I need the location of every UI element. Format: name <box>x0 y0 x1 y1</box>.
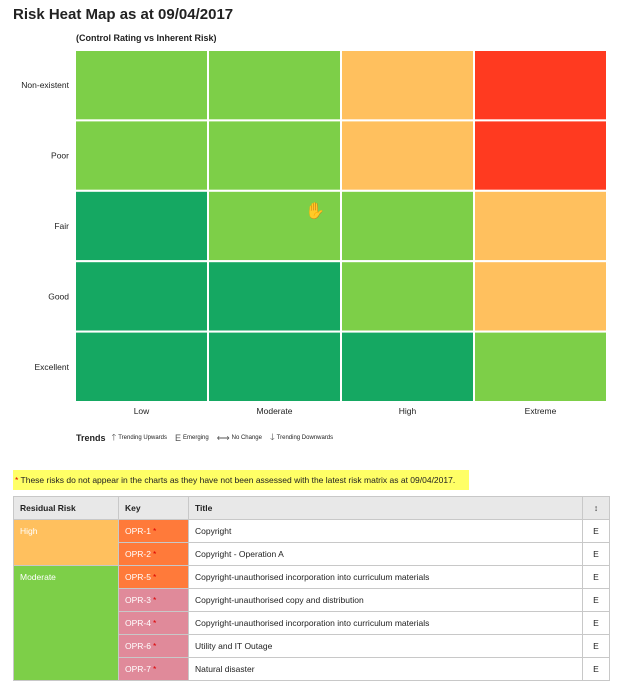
y-tick-label: Excellent <box>35 362 70 372</box>
heatmap-cell[interactable] <box>74 330 209 404</box>
residual-risk-cell: Moderate <box>13 565 119 681</box>
risk-title-cell: Copyright-unauthorised incorporation int… <box>188 611 583 635</box>
risk-key-label[interactable]: OPR-1 <box>125 526 151 536</box>
trends-legend: Trends 🡑 Trending Upwards E Emerging ⟷ N… <box>76 430 341 446</box>
risk-title-cell: Copyright-unauthorised incorporation int… <box>188 565 583 589</box>
heatmap-chart: Non-existent Poor Fair Good Excellent Low Mode… <box>21 49 608 416</box>
trend-item-emerging: E Emerging <box>175 433 209 443</box>
table-row[interactable]: High OPR-1 * Copyright E <box>13 519 610 566</box>
heatmap-cell[interactable] <box>473 119 608 192</box>
table-row[interactable]: OPR-3 * Copyright-unauthorised copy and di… <box>14 588 610 612</box>
risk-key-link[interactable]: OPR-5 * <box>118 565 189 589</box>
arrow-down-icon: 🡓 <box>269 432 275 442</box>
risk-title-cell: Copyright-unauthorised copy and distribu… <box>188 588 583 612</box>
chart-subtitle: (Control Rating vs Inherent Risk) <box>76 33 217 43</box>
x-tick-label: Extreme <box>525 406 557 416</box>
risk-key-label[interactable]: OPR-3 <box>125 595 151 605</box>
heatmap-cell[interactable] <box>473 49 608 122</box>
trend-item-downwards: 🡓 Trending Downwards <box>270 430 333 446</box>
y-tick-label: Poor <box>51 151 69 161</box>
risk-key-label[interactable]: OPR-4 <box>125 618 151 628</box>
table-header-row: Residual Risk Key Title ↕ <box>13 496 610 520</box>
trend-item-no-change: ⟷ No Change <box>217 433 262 444</box>
trend-label: Trending Downwards <box>276 435 334 441</box>
heatmap-cell[interactable] <box>207 330 342 404</box>
risk-trend-cell: E <box>582 588 610 612</box>
arrow-up-icon: 🡑 <box>111 432 117 442</box>
heatmap-cell[interactable] <box>340 330 475 404</box>
risk-trend-cell: E <box>582 634 610 658</box>
unassessed-asterisk: * <box>152 641 157 651</box>
risk-title-cell: Copyright - Operation A <box>188 542 583 566</box>
risk-key-link[interactable]: OPR-1 * <box>118 519 189 543</box>
unassessed-asterisk: * <box>152 664 157 674</box>
heatmap-cell[interactable] <box>340 260 475 333</box>
hand-cursor-icon: ✋ <box>305 203 325 220</box>
header-residual-risk[interactable]: Residual Risk <box>13 496 119 520</box>
risk-key-link[interactable]: OPR-6 * <box>118 634 189 658</box>
header-key[interactable]: Key <box>118 496 189 520</box>
heatmap-cell[interactable] <box>207 49 342 122</box>
heatmap-cell[interactable] <box>74 49 209 122</box>
risk-trend-cell: E <box>582 565 610 589</box>
y-tick-label: Good <box>48 291 69 301</box>
x-tick-label: Moderate <box>257 406 293 416</box>
notice-asterisk: * <box>15 475 19 485</box>
table-row[interactable]: OPR-7 * Natural disaster E <box>14 657 610 681</box>
unassessed-asterisk: * <box>152 618 157 628</box>
table-row[interactable]: Moderate OPR-5 * Copyright-unauthorised inc… <box>13 565 610 681</box>
risk-trend-cell: E <box>582 611 610 635</box>
table-row[interactable]: OPR-6 * Utility and IT Outage E <box>14 634 610 658</box>
trend-item-upwards: 🡑 Trending Upwards <box>112 430 168 446</box>
x-tick-label: Low <box>134 406 150 416</box>
y-tick-label: Non-existent <box>21 80 69 90</box>
unassessed-risks-notice: * These risks do not appear in the chart… <box>13 470 469 490</box>
arrow-both-icon: ⟷ <box>216 432 230 443</box>
heatmap-cell[interactable] <box>340 189 475 263</box>
trend-label: No Change <box>231 435 262 441</box>
residual-risk-table: Residual Risk Key Title ↕ High OPR-1 * Copy… <box>13 496 610 681</box>
risk-key-label[interactable]: OPR-5 <box>125 572 151 582</box>
risk-key-link[interactable]: OPR-3 * <box>118 588 189 612</box>
risk-key-link[interactable]: OPR-2 * <box>118 542 189 566</box>
x-tick-label: High <box>399 406 417 416</box>
risk-trend-cell: E <box>582 542 610 566</box>
heatmap-cell[interactable] <box>340 49 475 122</box>
unassessed-asterisk: * <box>152 549 157 559</box>
risk-trend-cell: E <box>582 519 610 543</box>
header-trend-sort-icon[interactable]: ↕ <box>582 496 610 520</box>
risk-trend-cell: E <box>582 657 610 681</box>
heatmap-cell[interactable] <box>74 260 209 333</box>
heatmap-cell[interactable] <box>473 330 608 404</box>
heatmap-cell[interactable] <box>473 189 608 263</box>
header-title[interactable]: Title <box>188 496 583 520</box>
heatmap-cell[interactable] <box>473 260 608 333</box>
unassessed-asterisk: * <box>152 595 157 605</box>
heatmap-cell[interactable] <box>207 119 342 192</box>
risk-key-label[interactable]: OPR-6 <box>125 641 151 651</box>
notice-text: These risks do not appear in the charts … <box>18 475 456 485</box>
heatmap-cell[interactable] <box>74 119 209 192</box>
risk-key-link[interactable]: OPR-7 * <box>118 657 189 681</box>
heatmap-cell[interactable] <box>340 119 475 192</box>
trend-label: Trending Upwards <box>118 435 168 441</box>
unassessed-asterisk: * <box>152 526 157 536</box>
y-tick-label: Fair <box>54 221 69 231</box>
trends-label: Trends <box>76 433 106 443</box>
emerging-icon: E <box>175 433 182 443</box>
heatmap-cell[interactable] <box>207 260 342 333</box>
trend-label: Emerging <box>183 435 209 441</box>
page-title: Risk Heat Map as at 09/04/2017 <box>13 6 234 23</box>
risk-title-cell: Utility and IT Outage <box>188 634 583 658</box>
risk-title-cell: Natural disaster <box>188 657 583 681</box>
risk-key-label[interactable]: OPR-2 <box>125 549 151 559</box>
residual-risk-cell: High <box>13 519 119 566</box>
risk-title-cell: Copyright <box>188 519 583 543</box>
risk-key-label[interactable]: OPR-7 <box>125 664 151 674</box>
risk-key-link[interactable]: OPR-4 * <box>118 611 189 635</box>
unassessed-asterisk: * <box>152 572 157 582</box>
heatmap-cell[interactable] <box>74 189 209 263</box>
